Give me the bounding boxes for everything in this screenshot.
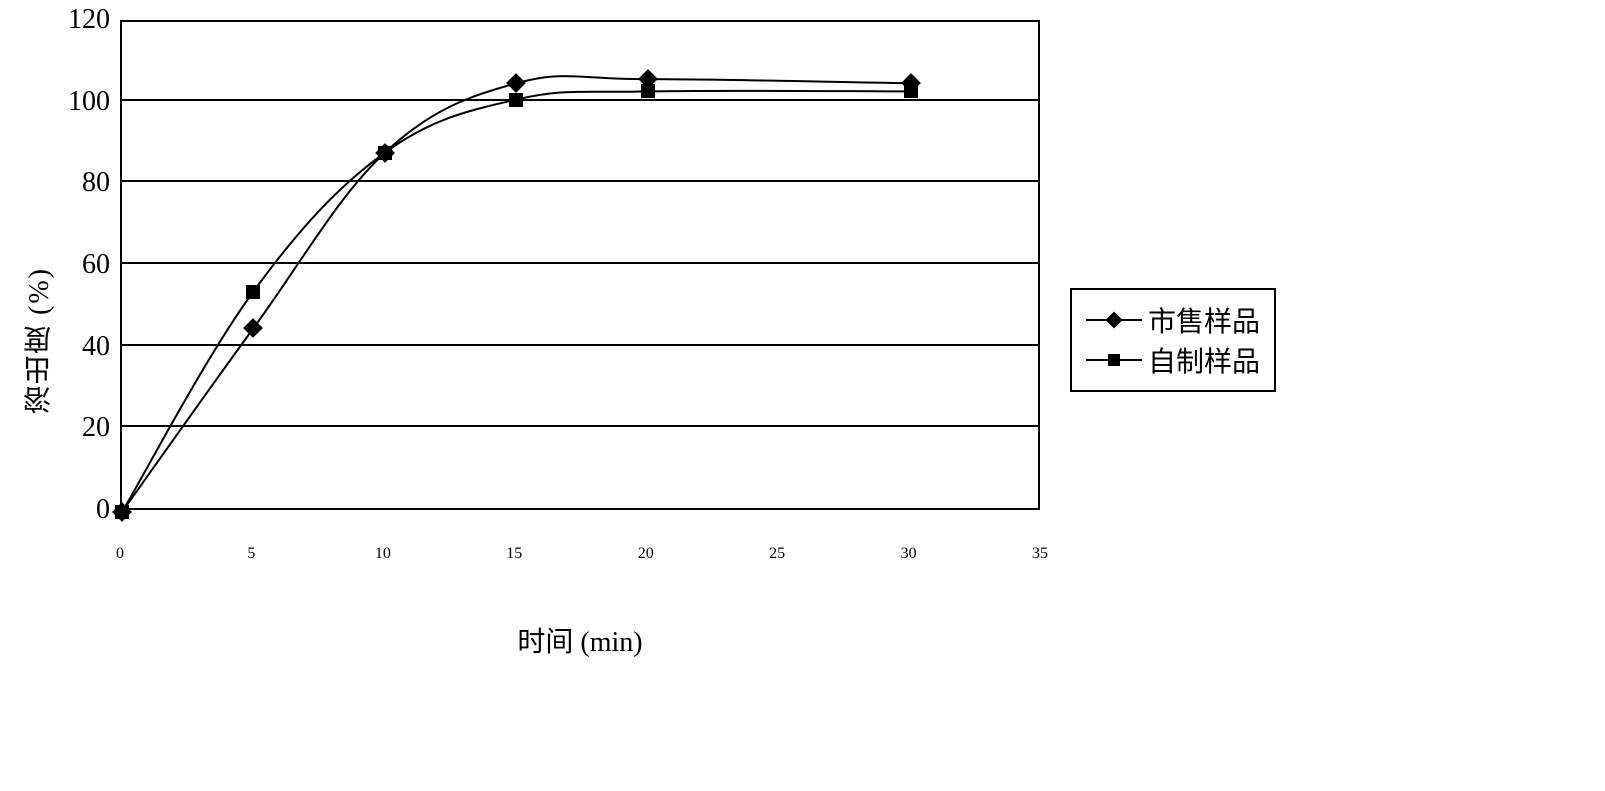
square-marker-icon <box>509 93 523 107</box>
dissolution-chart: 溶出度 (%) 120100806040200 05101520253035 时… <box>20 20 1585 660</box>
legend-label: 自制样品 <box>1148 340 1260 380</box>
x-tick: 30 <box>901 545 917 563</box>
legend-line-icon <box>1086 359 1142 361</box>
grid-line <box>122 262 1038 264</box>
y-axis-label: 溶出度 (%) <box>20 267 60 414</box>
square-marker-icon <box>246 285 260 299</box>
plot-area <box>120 20 1040 510</box>
x-tick: 35 <box>1032 545 1048 563</box>
x-tick: 20 <box>638 545 654 563</box>
grid-line <box>122 425 1038 427</box>
x-tick: 5 <box>247 545 255 563</box>
x-tick: 10 <box>375 545 391 563</box>
grid-line <box>122 99 1038 101</box>
square-marker-icon <box>378 146 392 160</box>
series-line <box>122 76 911 512</box>
legend-item: 自制样品 <box>1086 340 1260 380</box>
chart-container: 溶出度 (%) 120100806040200 05101520253035 时… <box>20 20 1040 660</box>
plot-column: 05101520253035 时间 (min) <box>120 20 1040 660</box>
grid-line <box>122 180 1038 182</box>
x-tick: 25 <box>769 545 785 563</box>
x-axis-label: 时间 (min) <box>120 620 1040 660</box>
grid-line <box>122 344 1038 346</box>
square-marker-icon <box>641 84 655 98</box>
series-line <box>122 91 911 512</box>
x-tick: 0 <box>116 545 124 563</box>
x-axis-ticks: 05101520253035 <box>120 510 1040 540</box>
square-marker-icon <box>1108 354 1120 366</box>
y-axis-label-wrap: 溶出度 (%) <box>20 20 60 660</box>
legend-box: 市售样品 自制样品 <box>1070 288 1276 392</box>
square-marker-icon <box>904 84 918 98</box>
legend-line-icon <box>1086 319 1142 321</box>
y-axis-ticks: 120100806040200 <box>68 20 120 510</box>
x-tick: 15 <box>506 545 522 563</box>
legend-item: 市售样品 <box>1086 300 1260 340</box>
legend-label: 市售样品 <box>1148 300 1260 340</box>
diamond-marker-icon <box>1106 312 1123 329</box>
